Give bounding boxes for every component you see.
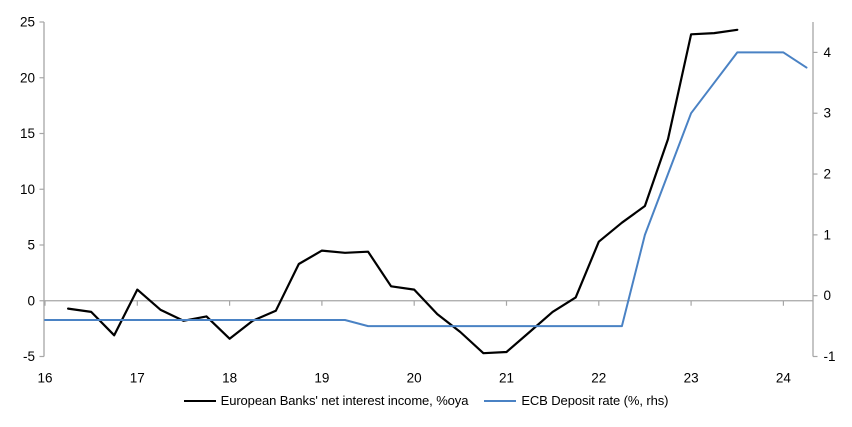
chart-legend: European Banks' net interest income, %oy… bbox=[0, 393, 852, 408]
x-axis-tick-label: 23 bbox=[684, 371, 699, 386]
left-axis-tick-label: 15 bbox=[20, 126, 35, 141]
left-axis-tick-label: 20 bbox=[20, 70, 35, 85]
legend-label-nii: European Banks' net interest income, %oy… bbox=[220, 393, 469, 408]
left-axis-tick-label: 0 bbox=[27, 293, 35, 308]
right-axis-tick-label: -1 bbox=[824, 349, 836, 364]
left-axis-tick-label: 5 bbox=[27, 238, 35, 253]
left-axis-tick-label: 10 bbox=[20, 182, 35, 197]
x-axis-tick-label: 18 bbox=[222, 371, 237, 386]
right-axis-tick-label: 0 bbox=[824, 288, 832, 303]
deposit-rate-line bbox=[44, 51, 808, 328]
x-axis-tick-label: 24 bbox=[776, 371, 792, 386]
x-axis-tick-label: 21 bbox=[499, 371, 514, 386]
legend-item-deposit-rate: ECB Deposit rate (%, rhs) bbox=[484, 393, 668, 408]
right-axis-tick-label: 2 bbox=[824, 167, 832, 182]
x-axis-tick-label: 22 bbox=[591, 371, 606, 386]
deposit-rate-line-swatch-icon bbox=[484, 399, 517, 402]
right-axis-tick-label: 4 bbox=[824, 45, 832, 60]
x-axis-tick-label: 16 bbox=[37, 371, 52, 386]
left-axis-tick-label: 25 bbox=[20, 15, 35, 30]
right-axis-tick-label: 1 bbox=[824, 227, 832, 242]
nii-line bbox=[67, 28, 739, 355]
legend-label-deposit-rate: ECB Deposit rate (%, rhs) bbox=[521, 393, 669, 408]
x-axis-tick-label: 17 bbox=[130, 371, 145, 386]
left-axis-tick-label: -5 bbox=[23, 349, 35, 364]
right-axis-tick-label: 3 bbox=[824, 106, 832, 121]
legend-item-nii: European Banks' net interest income, %oy… bbox=[183, 393, 469, 408]
x-axis-tick-label: 19 bbox=[314, 371, 329, 386]
nii-line-swatch-icon bbox=[183, 399, 216, 402]
x-axis-tick-label: 20 bbox=[407, 371, 422, 386]
